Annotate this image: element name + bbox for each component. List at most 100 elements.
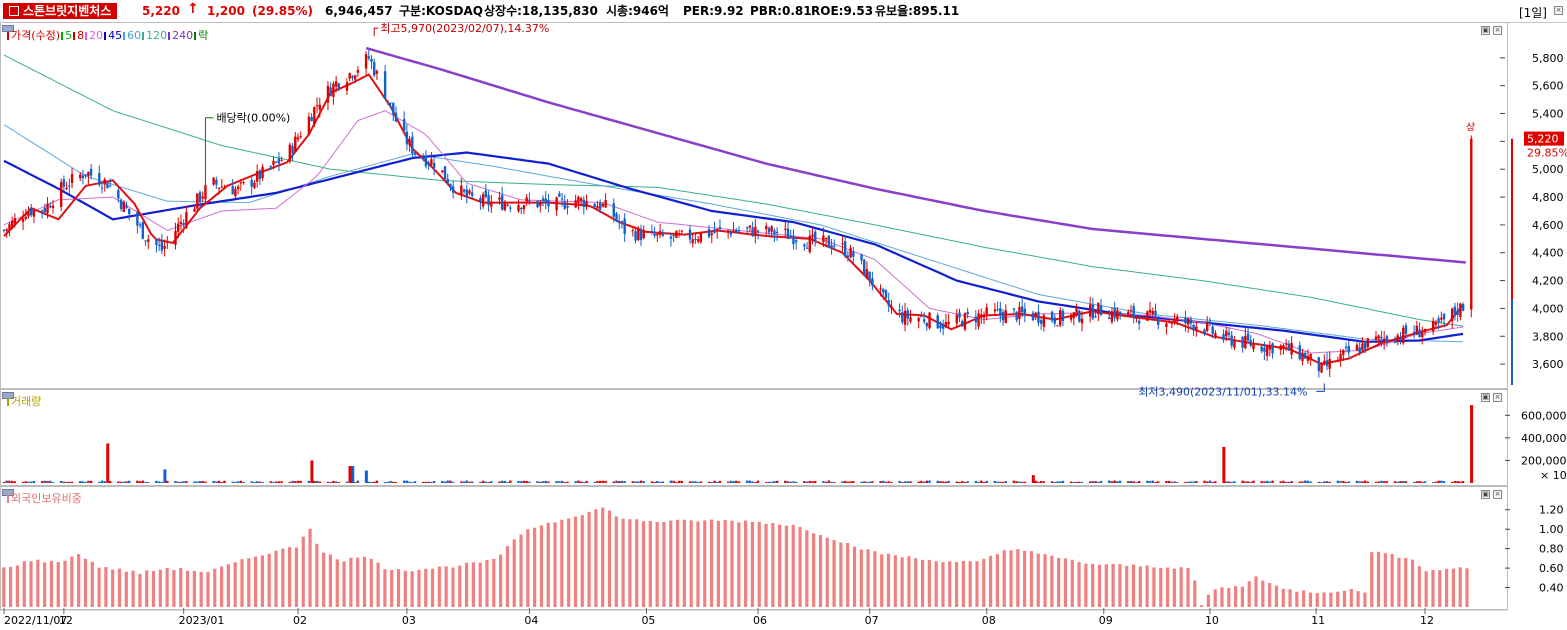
legend-item-0[interactable]: 가격(수정) <box>11 29 61 42</box>
legend-item-3[interactable]: 20 <box>89 29 104 42</box>
volume-bar <box>1075 481 1078 483</box>
volume-bar <box>1050 481 1054 483</box>
candle-body <box>375 70 379 74</box>
volume-bar <box>563 481 566 483</box>
candle-body <box>310 116 313 122</box>
candle-body <box>1078 310 1081 322</box>
volume-bar <box>811 481 814 483</box>
volume-bar <box>122 481 125 483</box>
foreign-bar <box>376 562 380 607</box>
candle-body <box>370 58 373 62</box>
legend-item-5[interactable]: 60 <box>127 29 142 42</box>
candle-body <box>21 218 25 222</box>
candle-body <box>947 321 950 325</box>
candle-body <box>1072 312 1076 318</box>
candle-body <box>465 189 468 197</box>
candle-body <box>411 136 414 154</box>
volume-bar <box>506 482 509 483</box>
foreign-bar <box>1172 568 1176 607</box>
close-panel-icon[interactable]: × <box>1493 490 1502 499</box>
candle-body <box>1399 338 1402 340</box>
volume-bar <box>1078 481 1081 483</box>
volume-bar <box>291 480 294 483</box>
volume-bar <box>1423 481 1427 483</box>
foreign-bar <box>709 519 714 607</box>
volume-bar <box>604 480 607 483</box>
volume-bar <box>1118 480 1122 483</box>
candle-body <box>100 187 104 189</box>
pbr-value: PBR:0.81 <box>750 4 812 18</box>
legend-swatch-0 <box>7 32 9 40</box>
volume-bar <box>1135 482 1138 483</box>
foreign-bar <box>342 561 346 607</box>
price-legend: 가격(수정) 5 8 20 45 60 120 240 락 <box>7 27 209 43</box>
foreign-bar <box>798 526 802 607</box>
maximize-icon[interactable]: ▣ <box>1481 26 1490 35</box>
candle-body <box>430 159 433 165</box>
legend-item-6[interactable]: 120 <box>146 29 168 42</box>
volume-bar <box>677 480 681 483</box>
candle-body <box>288 144 292 162</box>
candle-body <box>223 188 226 190</box>
candle-body <box>718 227 722 229</box>
volume-bar <box>1042 481 1046 483</box>
legend-item-8[interactable]: 락 <box>198 29 209 42</box>
candle-body <box>811 234 814 237</box>
maximize-icon[interactable]: ▣ <box>1481 490 1490 499</box>
candle-body <box>729 231 733 235</box>
candle-body <box>166 241 169 243</box>
stock-name-badge[interactable]: 스톤브릿지벤처스 <box>3 3 118 19</box>
close-panel-icon[interactable]: × <box>1493 393 1502 402</box>
foreign-bar <box>607 510 612 607</box>
volume-bar <box>460 481 463 483</box>
candle-body <box>383 71 387 99</box>
foreign-bar <box>655 521 659 607</box>
volume-bar <box>46 481 49 483</box>
legend-item-1[interactable]: 5 <box>65 29 73 42</box>
roe-value: ROE:9.53 <box>811 4 874 18</box>
candle-body <box>1080 318 1084 324</box>
candle-body <box>215 179 218 185</box>
legend-item-4[interactable]: 45 <box>108 29 123 42</box>
panel-menu-icon[interactable] <box>2 25 14 32</box>
candle-body <box>936 315 939 329</box>
maximize-icon[interactable]: ▣ <box>1481 393 1490 402</box>
foreign-tick-label: 1.20 <box>1539 504 1564 517</box>
volume-legend-label: 거래량 <box>11 395 42 408</box>
foreign-bar <box>533 527 537 607</box>
candle-body <box>160 241 164 251</box>
volume-bar <box>503 480 507 483</box>
foreign-bar <box>499 554 503 607</box>
foreign-bar <box>852 546 857 607</box>
candle-body <box>1461 304 1465 311</box>
foreign-bar <box>948 561 952 607</box>
volume-bar <box>1127 481 1130 483</box>
volume-bar <box>1459 481 1462 483</box>
volume-bar <box>577 480 580 483</box>
y-tick-label: 5,000 <box>1532 163 1564 176</box>
candle-body <box>863 259 866 276</box>
volume-bar <box>1304 480 1307 483</box>
price-panel[interactable]: 가격(수정) 5 8 20 45 60 120 240 락 ▣ × <box>0 22 1508 389</box>
volume-bar <box>166 480 169 483</box>
timeframe-selector[interactable]: [1일] <box>1518 6 1547 20</box>
candle-body <box>468 190 471 194</box>
legend-item-2[interactable]: 8 <box>77 29 85 42</box>
foreign-bar <box>648 520 652 607</box>
volume-bar <box>754 482 757 483</box>
foreign-bar <box>628 519 632 607</box>
foreign-bar <box>1091 563 1095 607</box>
volume-bar <box>81 481 85 483</box>
legend-item-7[interactable]: 240 <box>172 29 194 42</box>
candle-body <box>498 197 501 200</box>
foreign-bar <box>764 523 768 607</box>
foreign-bar <box>458 565 462 607</box>
foreign-bar <box>70 556 74 607</box>
volume-bar <box>593 481 596 483</box>
volume-bar <box>427 481 430 483</box>
close-icon[interactable]: × <box>1554 6 1563 15</box>
close-panel-icon[interactable]: × <box>1493 26 1502 35</box>
y-tick-label: 4,400 <box>1532 247 1564 260</box>
candle-body <box>1431 320 1435 332</box>
